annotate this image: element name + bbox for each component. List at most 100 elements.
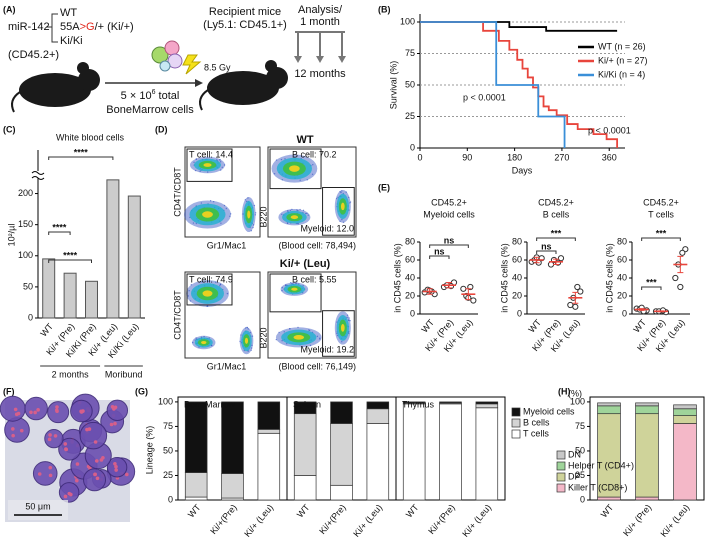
x-axis-label: Days xyxy=(512,165,533,175)
bar-segment xyxy=(366,401,390,410)
event-dot xyxy=(306,179,308,181)
gate xyxy=(186,148,233,182)
event-dot xyxy=(349,201,352,203)
gate-label: Myeloid: 19.2 xyxy=(300,344,354,354)
x-tick-label: Ki/+(Pre) xyxy=(208,502,239,536)
panel-label: (E) xyxy=(378,182,390,192)
density-contour xyxy=(202,211,213,218)
event-dot xyxy=(190,284,193,286)
event-dot xyxy=(229,215,231,217)
event-dot xyxy=(221,166,223,169)
event-dot xyxy=(195,222,198,225)
bar-segment xyxy=(597,405,621,415)
event-dot xyxy=(252,226,254,229)
gate xyxy=(269,273,322,313)
event-dot xyxy=(189,300,192,302)
y-tick-label: 40 xyxy=(617,272,627,282)
group-label: 2 months xyxy=(52,369,90,379)
cell-body xyxy=(44,428,64,449)
event-dot xyxy=(195,158,197,160)
significance-label: *** xyxy=(551,228,562,238)
survival-curve xyxy=(420,21,618,32)
legend-label: T cells xyxy=(523,428,549,438)
bar-segment xyxy=(184,472,208,498)
y-axis-label: Lineage (%) xyxy=(144,426,154,475)
event-dot xyxy=(229,213,232,215)
event-dot xyxy=(348,317,350,319)
event-dot xyxy=(252,224,255,226)
granule xyxy=(29,410,33,415)
density-contour xyxy=(293,335,305,340)
cell-body xyxy=(79,421,108,450)
density-contour xyxy=(203,163,212,167)
x-tick-label: Ki/+(Pre) xyxy=(426,502,457,536)
granule xyxy=(114,464,118,469)
y-tick-label: 25 xyxy=(575,470,585,480)
event-dot xyxy=(302,284,304,287)
event-count: (Blood cell: 76,149) xyxy=(278,361,356,371)
y-tick-label: 25 xyxy=(405,111,415,121)
significance-bracket xyxy=(536,237,576,241)
gate xyxy=(269,148,322,190)
event-dot xyxy=(254,212,257,214)
event-dot xyxy=(206,305,208,307)
event-dot xyxy=(212,200,215,203)
y-tick-label: 20 xyxy=(617,290,627,300)
significance-bracket xyxy=(48,231,71,235)
chart-subtitle: Myeloid cells xyxy=(423,209,475,219)
bar-segment xyxy=(475,403,499,409)
gate-label: T cell: 74.9 xyxy=(189,274,233,284)
granule xyxy=(63,494,68,499)
y-axis-label: (%) xyxy=(568,388,582,398)
bar-segment xyxy=(635,496,659,501)
annotation: p < 0.0001 xyxy=(463,92,506,102)
irradiation-icon xyxy=(182,54,202,75)
event-dot xyxy=(273,172,276,175)
axis-label: Gr1/Mac1 xyxy=(207,240,247,250)
data-point xyxy=(679,249,686,256)
axis-label: CD4T/CD8T xyxy=(172,290,182,340)
event-dot xyxy=(201,281,203,283)
significance-label: ns xyxy=(434,246,445,256)
bar-segment xyxy=(330,401,353,424)
y-tick-label: 50 xyxy=(575,445,585,455)
granule xyxy=(94,459,99,463)
granule xyxy=(53,434,58,438)
bar-segment xyxy=(366,423,390,501)
y-tick-label: 200 xyxy=(18,188,33,198)
dose-label: 5 × 106 total xyxy=(121,89,180,102)
chart-title: CD45.2+ xyxy=(643,197,679,207)
granule xyxy=(48,433,52,437)
granule xyxy=(55,405,59,409)
granule xyxy=(74,478,79,483)
density-contour xyxy=(202,290,213,297)
significance-bracket xyxy=(641,237,681,241)
allele-bracket xyxy=(46,13,58,43)
granule xyxy=(109,422,114,427)
significance-bracket xyxy=(641,286,662,290)
granule xyxy=(99,458,104,462)
mouse-head xyxy=(78,69,100,91)
bar-segment xyxy=(402,401,426,404)
bar-segment xyxy=(597,496,621,501)
chart-title: CD45.2+ xyxy=(431,197,467,207)
event-dot xyxy=(251,344,253,347)
event-dot xyxy=(281,286,283,289)
data-point xyxy=(672,274,679,282)
event-dot xyxy=(240,334,242,336)
bar-segment xyxy=(293,475,317,501)
granule xyxy=(48,465,53,470)
panel-label: (H) xyxy=(558,386,571,396)
legend-label: Killer T (CD8+) xyxy=(568,482,627,492)
event-dot xyxy=(348,196,350,199)
bar-segment xyxy=(439,403,462,501)
event-dot xyxy=(342,221,345,224)
x-tick-label: 90 xyxy=(462,152,472,162)
event-dot xyxy=(299,208,301,211)
analysis-last: 12 months xyxy=(294,68,346,80)
data-point xyxy=(677,283,684,291)
event-dot xyxy=(192,222,195,224)
cell xyxy=(159,60,171,72)
y-tick-label: 0 xyxy=(410,142,415,152)
event-dot xyxy=(254,214,257,216)
